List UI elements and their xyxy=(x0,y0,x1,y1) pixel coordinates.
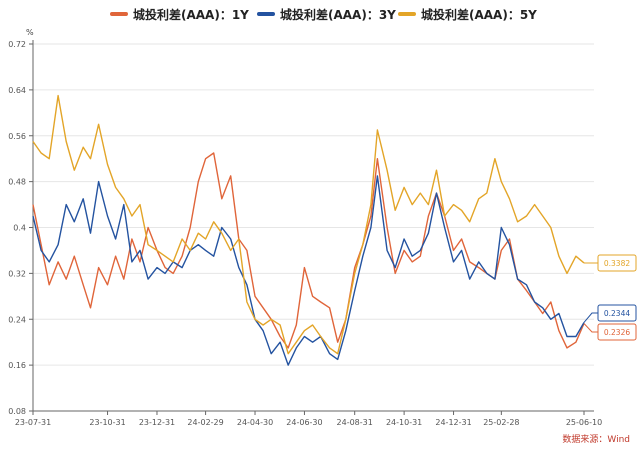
x-tick-label: 24-02-29 xyxy=(187,418,223,427)
end-value-label-5y: 0.3382 xyxy=(604,259,630,268)
y-tick-label: 0.56 xyxy=(8,132,26,141)
x-tick-label: 24-12-31 xyxy=(435,418,471,427)
y-tick-label: 0.16 xyxy=(8,361,26,370)
series-line-5y xyxy=(32,94,585,355)
grid-layer xyxy=(33,43,594,366)
y-axis-unit: % xyxy=(26,28,34,37)
y-tick-label: 0.24 xyxy=(8,315,26,324)
legend-swatch-1y xyxy=(110,12,128,16)
chart-legend: 城投利差(AAA)：1Y 城投利差(AAA)：3Y 城投利差(AAA)：5Y xyxy=(0,4,640,24)
axis-layer: 0.08 0.16 0.24 0.32 0.4 0.48 0.56 0.64 0.72 23-07… xyxy=(8,40,602,427)
x-tick-label: 24-08-31 xyxy=(337,418,373,427)
x-tick-label: 23-10-31 xyxy=(89,418,125,427)
legend-item-3y[interactable]: 城投利差(AAA)：3Y xyxy=(257,4,396,24)
end-label-leader-3y xyxy=(583,312,598,323)
legend-item-1y[interactable]: 城投利差(AAA)：1Y xyxy=(110,4,249,24)
end-label-layer: 0.2326 0.2344 0.3382 xyxy=(583,254,637,341)
y-tick-label: 0.64 xyxy=(8,86,26,95)
legend-swatch-3y xyxy=(257,12,275,16)
legend-swatch-5y xyxy=(398,12,416,16)
series-layer xyxy=(32,94,585,366)
x-tick-label: 25-06-10 xyxy=(566,418,602,427)
x-tick-label: 23-12-31 xyxy=(139,418,175,427)
x-tick-label: 25-02-28 xyxy=(483,418,519,427)
legend-item-5y[interactable]: 城投利差(AAA)：5Y xyxy=(398,4,537,24)
x-tick-label: 24-06-30 xyxy=(286,418,322,427)
x-tick-label: 24-04-30 xyxy=(237,418,273,427)
legend-label-5y: 城投利差(AAA)：5Y xyxy=(421,7,537,22)
source-note: 数据来源：Wind xyxy=(562,435,630,445)
end-value-label-3y: 0.2344 xyxy=(604,309,630,318)
series-line-3y xyxy=(32,175,585,366)
end-value-label-1y: 0.2326 xyxy=(604,328,630,337)
end-label-box-1y xyxy=(597,323,637,341)
end-label-box-5y xyxy=(597,254,637,272)
x-tick-label: 23-07-31 xyxy=(15,418,51,427)
y-tick-label: 0.72 xyxy=(8,40,26,49)
y-tick-label: 0.08 xyxy=(8,407,26,416)
legend-label-3y: 城投利差(AAA)：3Y xyxy=(280,7,396,22)
y-tick-label: 0.4 xyxy=(13,224,26,233)
end-label-leader-1y xyxy=(583,323,598,333)
end-label-box-3y xyxy=(597,304,637,322)
y-tick-label: 0.48 xyxy=(8,178,26,187)
legend-label-1y: 城投利差(AAA)：1Y xyxy=(133,7,249,22)
y-tick-label: 0.32 xyxy=(8,269,26,278)
x-tick-label: 24-10-31 xyxy=(386,418,422,427)
